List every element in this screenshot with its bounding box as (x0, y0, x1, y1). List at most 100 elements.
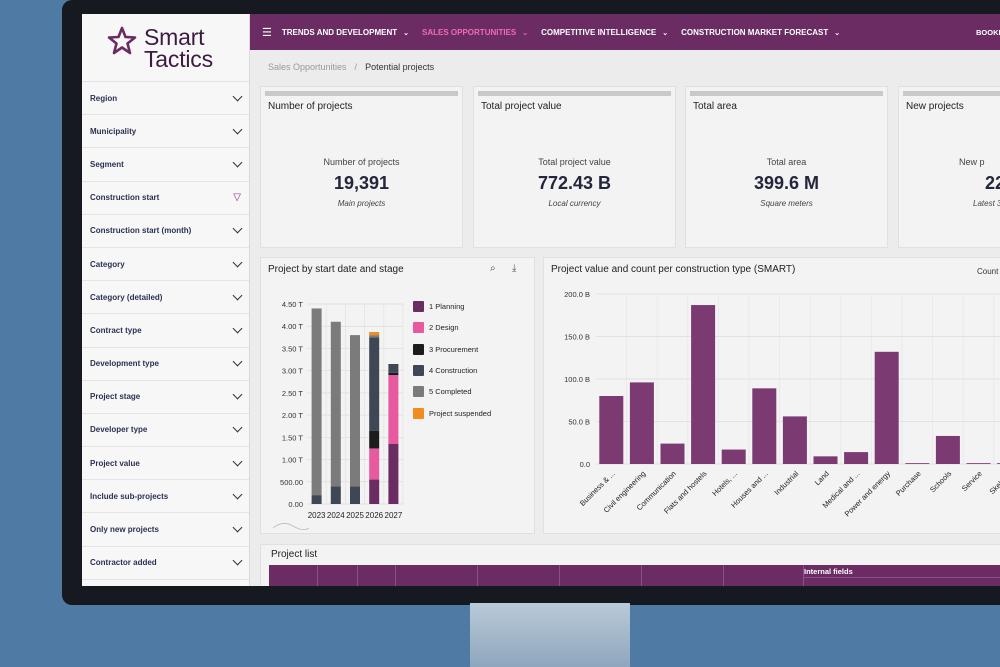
nav-sales-opportunities[interactable]: SALES OPPORTUNITIES ⌄ (422, 27, 529, 37)
kpi-top-bar (478, 91, 671, 96)
brand-logo[interactable]: Smart Tactics (82, 14, 249, 82)
bar (997, 463, 1000, 464)
bar-segment (388, 364, 399, 373)
legend-item[interactable]: 1 Planning (413, 296, 491, 317)
filter-label: Project stage (90, 392, 141, 402)
project-list-title: Project list (271, 549, 318, 560)
legend-item[interactable]: 4 Construction (413, 360, 491, 381)
bar-segment (369, 332, 380, 336)
x-tick-label: 2026 (365, 511, 383, 520)
bar-segment (369, 479, 380, 504)
bar (966, 463, 991, 464)
x-tick-label: Hotels, ... (710, 469, 739, 498)
collapse-menu-icon[interactable]: ☰ (262, 26, 272, 39)
kpi-total-area: Total area Total area 399.6 M Square met… (685, 86, 888, 248)
y-tick-label: 4.50 T (282, 300, 304, 309)
x-tick-label: Skeleton (988, 469, 1000, 496)
legend-item[interactable]: 3 Procurement (413, 339, 491, 360)
monitor-stand (470, 603, 630, 667)
chevron-down-icon (232, 356, 243, 367)
filter-project-stage[interactable]: Project stage (82, 381, 249, 414)
filter-construction-start[interactable]: Construction start ▽ (82, 182, 249, 215)
filter-municipality[interactable]: Municipality (82, 115, 249, 149)
kpi-title: Number of projects (268, 101, 353, 112)
x-tick-label: Land (813, 469, 831, 487)
x-tick-label: 2023 (308, 511, 326, 520)
filter-contractor-added[interactable]: Contractor added (82, 547, 249, 580)
nav-competitive-intelligence[interactable]: COMPETITIVE INTELLIGENCE ⌄ (541, 27, 669, 37)
filter-category[interactable]: Category (82, 248, 249, 282)
legend-swatch (413, 365, 424, 377)
filter-region[interactable]: Region (82, 82, 249, 116)
kpi-top-bar (265, 91, 458, 96)
y-tick-label: 0.0 (580, 460, 590, 469)
kpi-subtitle: Square meters (760, 199, 813, 208)
kpi-title: Total project value (481, 101, 562, 112)
filter-category-detailed[interactable]: Category (detailed) (82, 281, 249, 315)
chevron-down-icon (232, 323, 243, 334)
legend-label: 1 Planning (429, 302, 465, 312)
table-column-divider (395, 565, 396, 586)
legend-item[interactable]: 5 Completed (413, 381, 491, 402)
app-screen: Smart Tactics Region Municipality Segment C… (82, 14, 1000, 586)
x-tick-label: Service (960, 469, 984, 493)
filter-segment[interactable]: Segment (82, 148, 249, 182)
table-column-divider (357, 565, 358, 586)
chevron-down-icon (232, 91, 243, 102)
count-toggle[interactable]: Count (977, 267, 999, 276)
kpi-value: 22 (985, 173, 1000, 193)
bar (691, 305, 716, 464)
legend-item[interactable]: Project suspended (413, 402, 491, 423)
breadcrumb-parent[interactable]: Sales Opportunities (268, 62, 347, 72)
nav-bookmarks[interactable]: BOOKM (976, 27, 1000, 37)
y-tick-label: 0.00 (288, 500, 303, 509)
legend-label: 2 Design (429, 323, 459, 333)
caret-down-icon: ⌄ (403, 29, 410, 37)
filter-project-value[interactable]: Project value (82, 447, 249, 481)
legend-swatch (413, 407, 424, 419)
bar-segment (388, 375, 399, 444)
download-icon[interactable]: ⤓ (512, 263, 517, 274)
filter-developer-type[interactable]: Developer type (82, 414, 249, 448)
bar-segment (311, 308, 322, 496)
filter-development-type[interactable]: Development type (82, 348, 249, 381)
x-tick-label: Industrial (772, 469, 800, 497)
chevron-down-icon (232, 290, 243, 301)
legend-swatch (413, 343, 424, 355)
bar (599, 396, 624, 464)
legend-swatch (413, 386, 424, 398)
filter-icon[interactable]: ▽ (233, 192, 241, 204)
zoom-icon[interactable]: ⌕ (490, 263, 496, 274)
filter-only-new-projects[interactable]: Only new projects (82, 513, 249, 547)
chevron-down-icon (232, 124, 243, 135)
table-column-divider (641, 565, 642, 586)
table-column-divider (803, 565, 804, 586)
filter-sidebar: Smart Tactics Region Municipality Segment C… (82, 14, 250, 586)
chevron-down-icon (232, 223, 243, 234)
filter-construction-start-month[interactable]: Construction start (month) (82, 215, 249, 248)
chart-title: Project value and count per construction… (551, 264, 796, 275)
filter-label: Construction start (month) (90, 226, 192, 236)
nav-construction-market-forecast[interactable]: CONSTRUCTION MARKET FORECAST ⌄ (681, 27, 841, 37)
bar-segment (369, 448, 380, 480)
filter-include-sub-projects[interactable]: Include sub-projects (82, 480, 249, 514)
legend-label: Project suspended (429, 408, 492, 418)
filter-label: Construction start (90, 193, 160, 203)
filter-label: Segment (90, 159, 124, 169)
legend-item[interactable]: 2 Design (413, 317, 491, 338)
bar (844, 452, 869, 464)
caret-down-icon: ⌄ (834, 29, 841, 37)
x-tick-label: Schools (928, 469, 953, 494)
x-tick-label: 2027 (385, 511, 403, 520)
bar (752, 388, 777, 464)
nav-trends-and-development[interactable]: TRENDS AND DEVELOPMENT ⌄ (281, 27, 410, 37)
bar (721, 449, 746, 464)
kpi-subtitle: Main projects (337, 199, 386, 208)
filter-contract-type[interactable]: Contract type (82, 314, 249, 348)
x-tick-label: Purchase (894, 469, 923, 498)
chevron-down-icon (232, 157, 243, 168)
y-tick-label: 200.0 B (564, 290, 590, 299)
y-tick-label: 1.50 T (282, 433, 304, 442)
y-tick-label: 150.0 B (564, 333, 590, 342)
